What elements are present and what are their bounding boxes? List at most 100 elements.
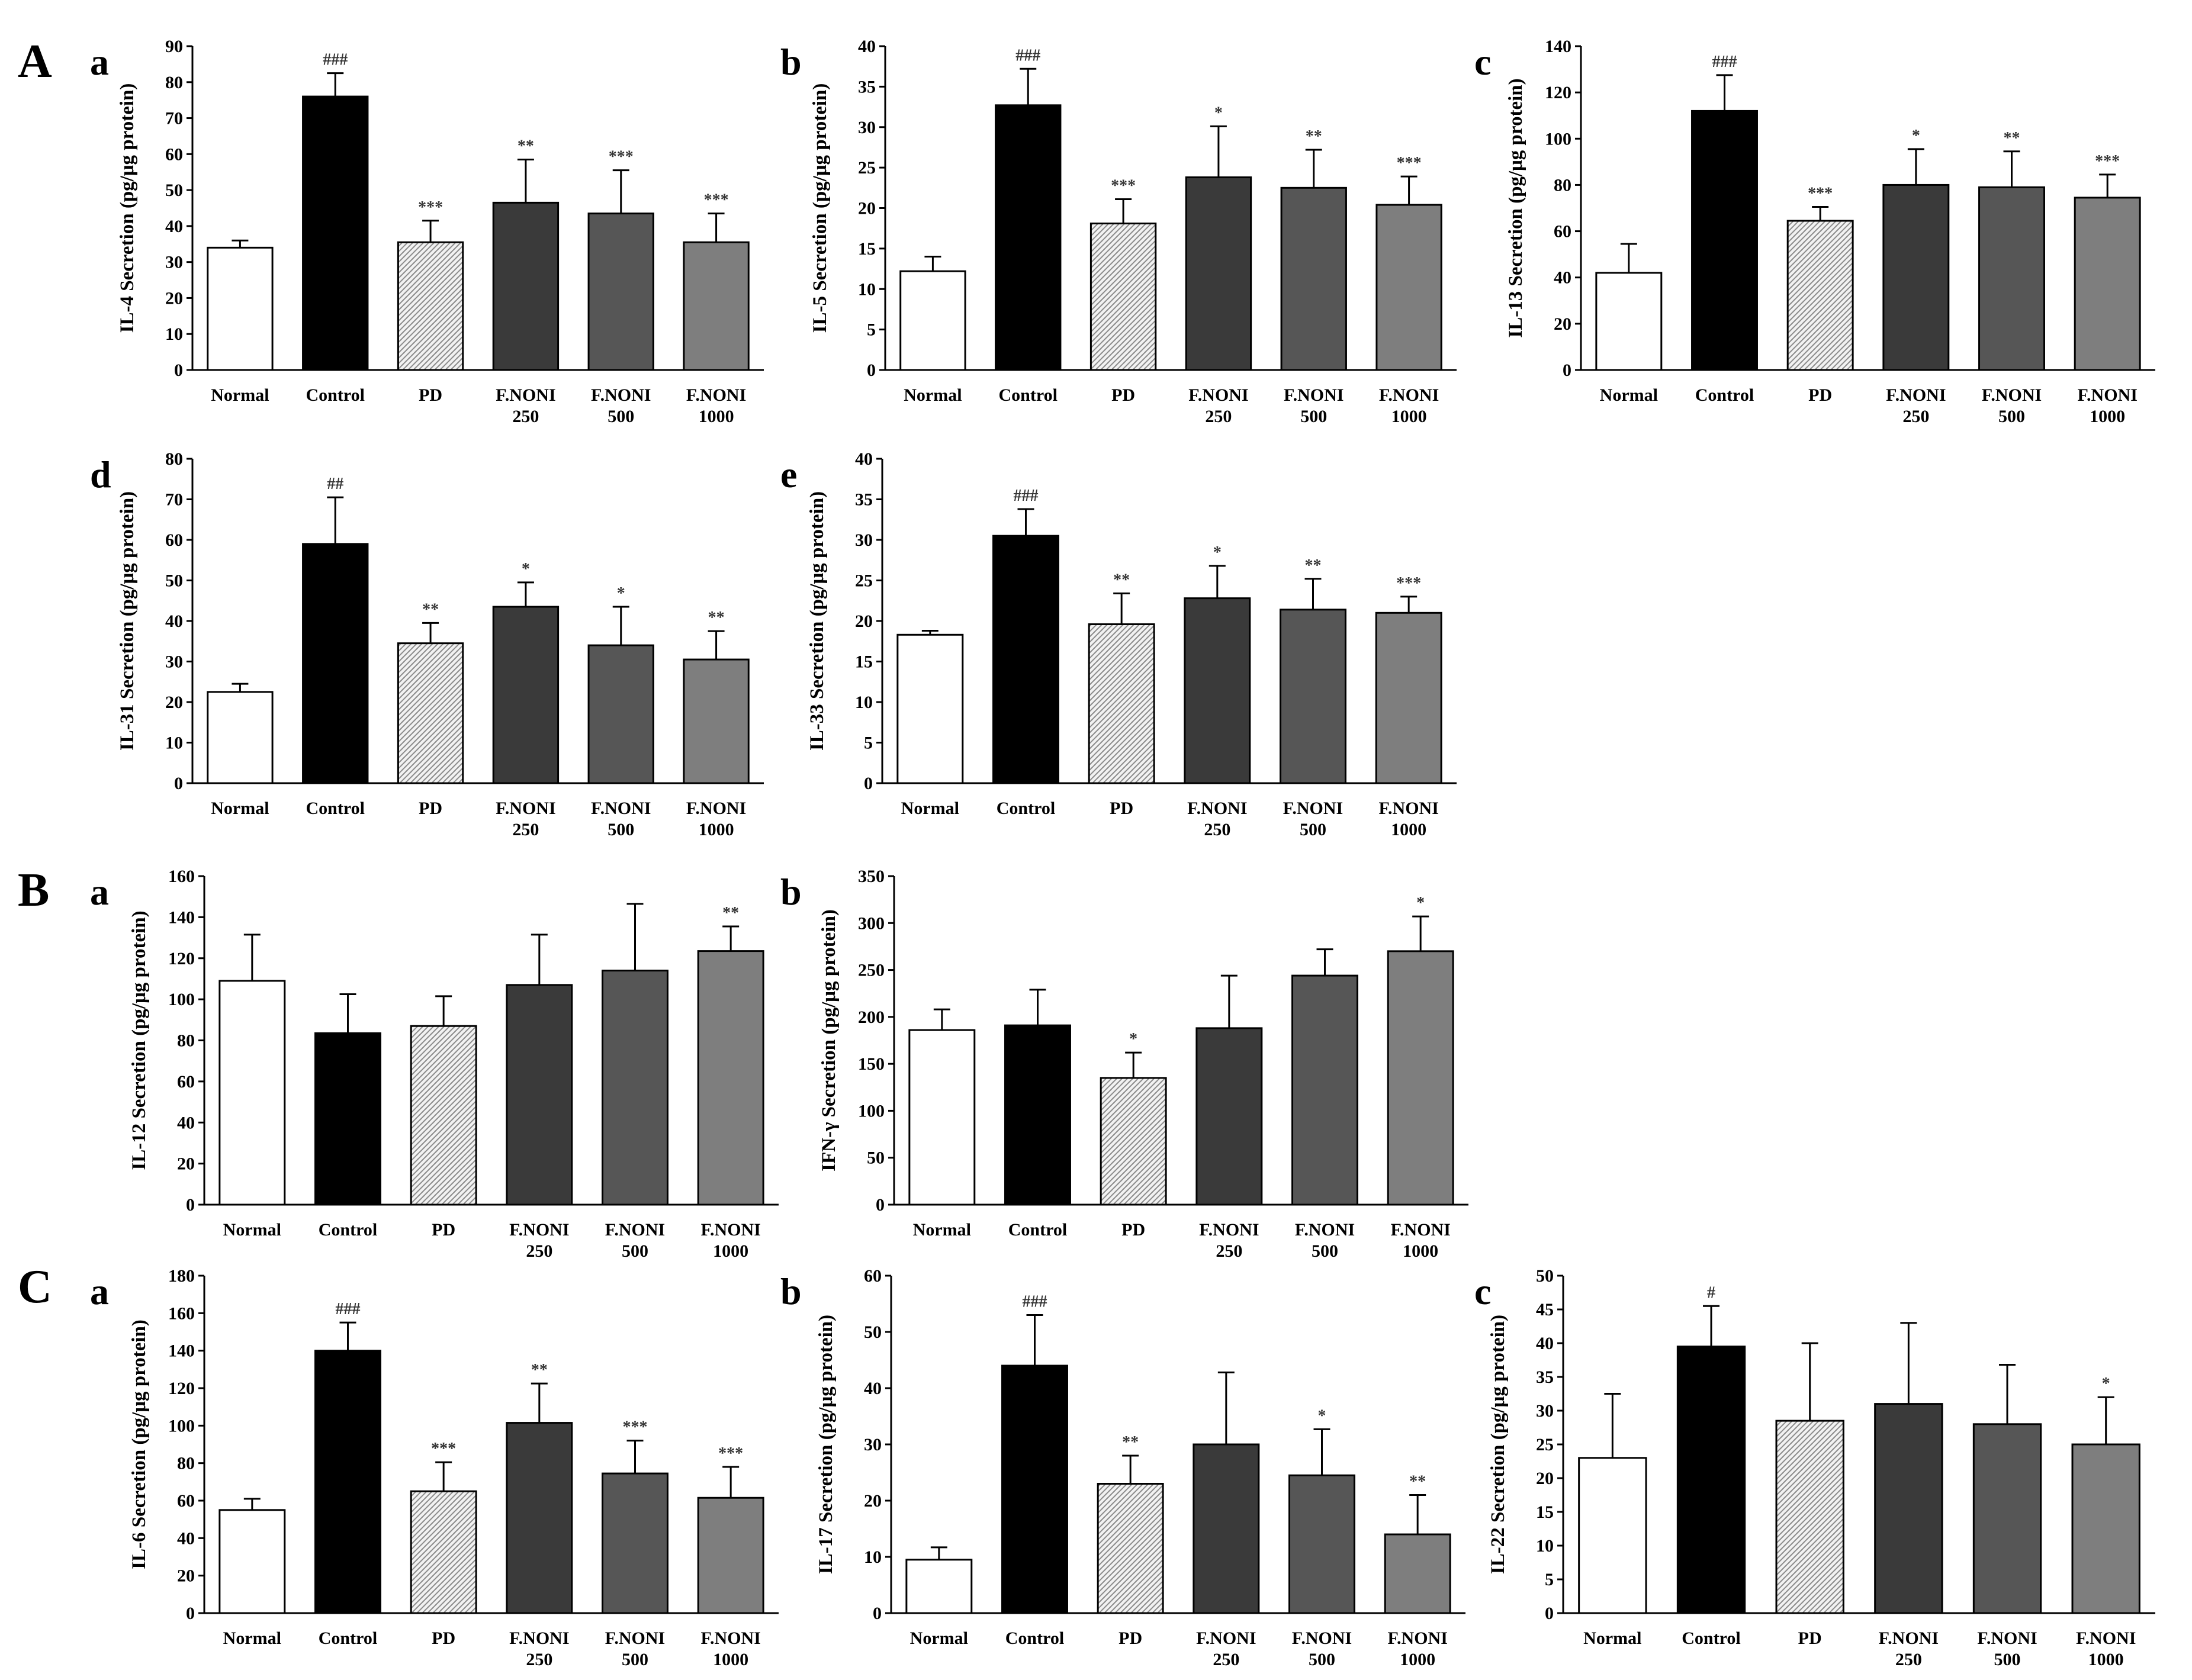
significance-label: ***	[1808, 185, 1833, 203]
y-tick-label: 150	[858, 1054, 885, 1074]
y-tick-label: 0	[174, 774, 183, 793]
significance-label: ***	[1111, 176, 1136, 195]
x-category-label: F.NONI	[1196, 1628, 1256, 1648]
bar	[492, 201, 560, 371]
bar	[905, 1559, 973, 1614]
y-tick-label: 60	[165, 530, 183, 550]
x-category-label: 250	[1213, 1650, 1239, 1669]
bar	[899, 270, 966, 371]
y-tick-label: 20	[177, 1566, 195, 1586]
y-tick-label: 60	[864, 1266, 882, 1286]
y-tick-label: 10	[165, 733, 183, 753]
y-tick-label: 20	[1536, 1469, 1554, 1488]
y-tick-label: 40	[1536, 1334, 1554, 1353]
y-tick-label: 30	[864, 1435, 882, 1454]
significance-label: ***	[1397, 154, 1422, 172]
y-tick-label: 80	[177, 1031, 195, 1051]
x-category-label: 1000	[699, 407, 734, 426]
bar	[1595, 272, 1663, 371]
significance-label: ***	[2095, 152, 2120, 170]
bar	[587, 644, 654, 784]
significance-label: ***	[623, 1418, 648, 1437]
group-label-a: A	[18, 36, 52, 88]
x-category-label: Normal	[910, 1628, 968, 1648]
group-label-c: C	[18, 1261, 52, 1313]
bar	[1387, 950, 1454, 1206]
y-axis-label: IL-31 Secretion (pg/μg protein)	[117, 491, 138, 751]
bar	[1691, 110, 1758, 371]
y-tick-label: 10	[855, 693, 873, 712]
y-tick-label: 25	[858, 158, 876, 178]
bar	[683, 241, 750, 371]
y-tick-label: 40	[855, 449, 873, 469]
x-category-label: 250	[526, 1241, 552, 1261]
x-category-label: F.NONI	[1879, 1628, 1939, 1648]
bar	[314, 1350, 381, 1614]
x-category-label: 500	[1309, 1650, 1335, 1669]
y-tick-label: 40	[858, 37, 876, 56]
x-category-label: PD	[419, 799, 442, 818]
x-category-label: 250	[1204, 820, 1230, 839]
y-tick-label: 10	[1536, 1536, 1554, 1556]
significance-label: ###	[1023, 1293, 1047, 1311]
significance-label: **	[531, 1361, 548, 1379]
bar	[506, 1422, 573, 1614]
y-tick-label: 30	[165, 652, 183, 672]
subpanel-letter: c	[1474, 1270, 1491, 1312]
y-tick-label: 200	[858, 1008, 885, 1027]
significance-label: *	[1416, 894, 1425, 912]
bar	[2071, 1443, 2140, 1614]
bar	[1288, 1474, 1355, 1614]
y-tick-label: 0	[174, 361, 183, 380]
y-tick-label: 100	[1545, 129, 1571, 149]
x-category-label: 250	[1895, 1650, 1922, 1669]
significance-label: **	[1113, 571, 1130, 589]
bar	[1786, 220, 1854, 371]
y-axis-label: IL-4 Secretion (pg/μg protein)	[117, 83, 138, 333]
y-tick-label: 120	[168, 1379, 195, 1398]
y-axis-label: IL-17 Secretion (pg/μg protein)	[815, 1315, 837, 1574]
significance-label: #	[1707, 1283, 1715, 1302]
y-tick-label: 140	[168, 1341, 195, 1361]
significance-label: ***	[418, 198, 443, 217]
y-tick-label: 80	[165, 449, 183, 469]
significance-label: ###	[1712, 53, 1737, 71]
y-tick-label: 60	[177, 1072, 195, 1092]
y-tick-label: 30	[858, 118, 876, 137]
significance-label: *	[1129, 1030, 1137, 1048]
y-tick-label: 20	[1554, 314, 1571, 334]
significance-label: ###	[1015, 46, 1040, 65]
x-category-label: Normal	[211, 799, 269, 818]
bar	[1088, 623, 1155, 784]
x-category-label: 500	[608, 820, 634, 839]
x-category-label: Control	[319, 1220, 377, 1240]
x-category-label: PD	[1119, 1628, 1142, 1648]
x-category-label: F.NONI	[1295, 1220, 1355, 1240]
x-category-label: 250	[1902, 407, 1929, 426]
chart-a-e: e IL-33 Secretion (pg/μg protein) 0 5 10 15 20…	[780, 449, 1457, 839]
significance-label: ##	[327, 475, 343, 493]
bar	[1384, 1533, 1451, 1614]
y-tick-label: 120	[168, 949, 195, 968]
x-category-label: PD	[1808, 385, 1832, 405]
x-category-label: Normal	[901, 799, 959, 818]
bar	[697, 1496, 764, 1614]
bar	[1193, 1443, 1260, 1614]
y-axis-label: IL-12 Secretion (pg/μg protein)	[128, 910, 150, 1170]
y-tick-label: 0	[867, 361, 876, 380]
bar	[218, 980, 286, 1206]
bar	[1001, 1364, 1068, 1614]
x-category-label: 500	[608, 407, 634, 426]
subpanel-letter: a	[90, 41, 109, 83]
significance-label: ***	[1396, 574, 1421, 593]
y-tick-label: 30	[165, 253, 183, 272]
y-axis-label: IL-22 Secretion (pg/μg protein)	[1487, 1315, 1509, 1574]
x-category-label: 250	[512, 407, 539, 426]
y-tick-label: 60	[177, 1491, 195, 1511]
x-category-label: Normal	[913, 1220, 971, 1240]
y-tick-label: 90	[165, 37, 183, 56]
x-category-label: F.NONI	[605, 1628, 665, 1648]
x-category-label: F.NONI	[605, 1220, 665, 1240]
bar	[1097, 1483, 1164, 1614]
significance-label: ###	[323, 51, 348, 69]
